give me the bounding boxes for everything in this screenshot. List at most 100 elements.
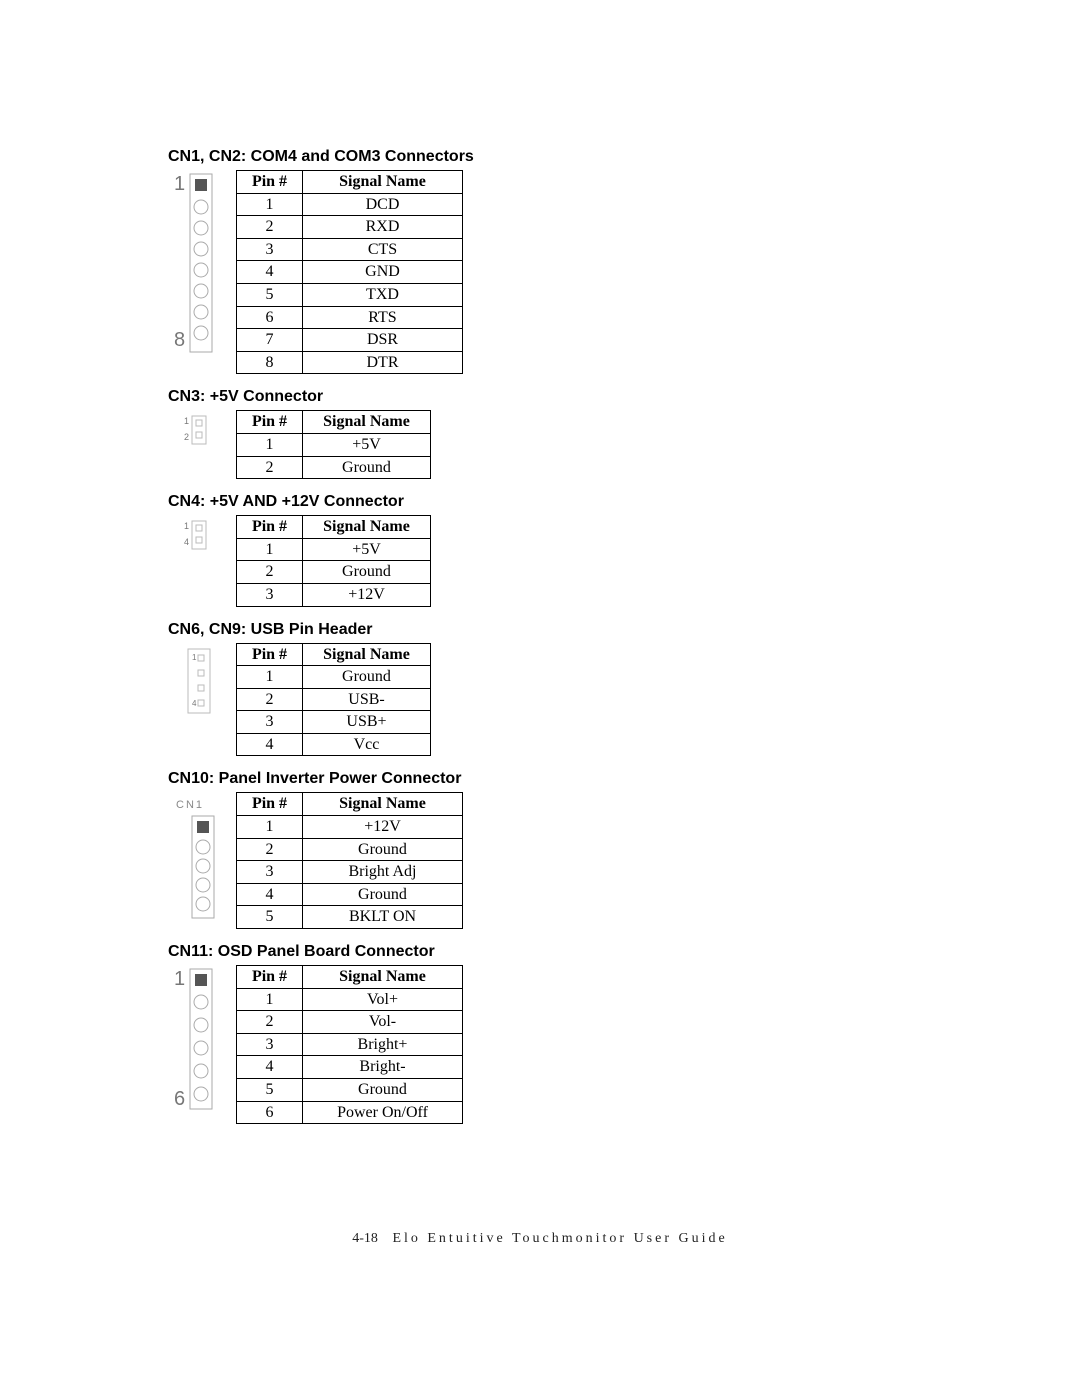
cell-signal: Bright- xyxy=(303,1056,463,1079)
cell-pin: 5 xyxy=(237,1079,303,1102)
connector-label: CN1 xyxy=(176,799,204,811)
section-title: CN11: OSD Panel Board Connector xyxy=(168,943,912,961)
table-row: 4Ground xyxy=(237,883,463,906)
table-row: 3CTS xyxy=(237,238,463,261)
col-header-signal: Signal Name xyxy=(303,793,463,816)
cell-pin: 3 xyxy=(237,238,303,261)
table-row: 2Ground xyxy=(237,456,431,479)
diagram-cn1: 1 8 xyxy=(168,170,226,356)
col-header-pin: Pin # xyxy=(237,171,303,194)
col-header-signal: Signal Name xyxy=(303,411,431,434)
cell-signal: RXD xyxy=(303,216,463,239)
section-cn10: CN10: Panel Inverter Power Connector CN1… xyxy=(168,770,912,929)
cell-signal: CTS xyxy=(303,238,463,261)
cell-pin: 5 xyxy=(237,283,303,306)
cell-signal: DSR xyxy=(303,329,463,352)
table-row: 2Ground xyxy=(237,838,463,861)
table-row: 3Bright Adj xyxy=(237,861,463,884)
table-row: 3+12V xyxy=(237,583,431,606)
col-header-signal: Signal Name xyxy=(303,966,463,989)
table-row: 4Bright- xyxy=(237,1056,463,1079)
section-cn3: CN3: +5V Connector 1 2 Pin #Signal Name1… xyxy=(168,388,912,479)
cell-signal: Ground xyxy=(303,1079,463,1102)
cell-signal: USB- xyxy=(303,688,431,711)
cell-pin: 1 xyxy=(237,433,303,456)
cell-signal: Vol+ xyxy=(303,988,463,1011)
cell-signal: RTS xyxy=(303,306,463,329)
cell-signal: DCD xyxy=(303,193,463,216)
cell-signal: Ground xyxy=(303,838,463,861)
section-cn1: CN1, CN2: COM4 and COM3 Connectors 1 8 xyxy=(168,148,912,374)
table-row: 4GND xyxy=(237,261,463,284)
diagram-cn4: 1 4 xyxy=(168,515,226,555)
cell-pin: 6 xyxy=(237,1101,303,1124)
cell-signal: USB+ xyxy=(303,711,431,734)
table-row: 1+5V xyxy=(237,538,431,561)
table-cn3: Pin #Signal Name1+5V2Ground xyxy=(236,410,431,479)
pin-label-bottom: 2 xyxy=(184,432,189,442)
cell-signal: +12V xyxy=(303,583,431,606)
cell-signal: Ground xyxy=(303,561,431,584)
section-title: CN3: +5V Connector xyxy=(168,388,912,406)
col-header-pin: Pin # xyxy=(237,793,303,816)
table-row: 4Vcc xyxy=(237,733,431,756)
cell-signal: +5V xyxy=(303,538,431,561)
table-row: 1+12V xyxy=(237,816,463,839)
table-cn4: Pin #Signal Name1+5V2Ground3+12V xyxy=(236,515,431,606)
section-cn11: CN11: OSD Panel Board Connector 1 6 Pin … xyxy=(168,943,912,1124)
page-footer: 4-18 Elo Entuitive Touchmonitor User Gui… xyxy=(0,1231,1080,1247)
table-row: 2Vol- xyxy=(237,1011,463,1034)
cell-pin: 1 xyxy=(237,816,303,839)
section-title: CN1, CN2: COM4 and COM3 Connectors xyxy=(168,148,912,166)
cell-signal: +12V xyxy=(303,816,463,839)
cell-pin: 3 xyxy=(237,583,303,606)
page-number: 4-18 xyxy=(352,1231,378,1246)
table-row: 1+5V xyxy=(237,433,431,456)
cell-signal: TXD xyxy=(303,283,463,306)
cell-pin: 1 xyxy=(237,193,303,216)
table-row: 8DTR xyxy=(237,351,463,374)
diagram-cn10: CN1 xyxy=(168,792,226,922)
cell-pin: 2 xyxy=(237,561,303,584)
section-cn4: CN4: +5V AND +12V Connector 1 4 Pin #Sig… xyxy=(168,493,912,606)
cell-pin: 2 xyxy=(237,456,303,479)
table-row: 1DCD xyxy=(237,193,463,216)
pin-label-top: 1 xyxy=(174,173,185,195)
cell-pin: 2 xyxy=(237,1011,303,1034)
table-row: 2Ground xyxy=(237,561,431,584)
section-title: CN10: Panel Inverter Power Connector xyxy=(168,770,912,788)
cell-pin: 3 xyxy=(237,711,303,734)
cell-signal: Vol- xyxy=(303,1011,463,1034)
cell-signal: +5V xyxy=(303,433,431,456)
cell-pin: 7 xyxy=(237,329,303,352)
pin-label-top: 1 xyxy=(192,653,197,662)
cell-pin: 2 xyxy=(237,688,303,711)
diagram-cn11: 1 6 xyxy=(168,965,226,1115)
table-row: 5BKLT ON xyxy=(237,906,463,929)
col-header-signal: Signal Name xyxy=(303,516,431,539)
pin-label-top: 1 xyxy=(184,521,189,531)
section-title: CN4: +5V AND +12V Connector xyxy=(168,493,912,511)
cell-signal: Power On/Off xyxy=(303,1101,463,1124)
pin-label-bottom: 6 xyxy=(174,1088,185,1110)
cell-pin: 4 xyxy=(237,1056,303,1079)
col-header-pin: Pin # xyxy=(237,643,303,666)
cell-pin: 8 xyxy=(237,351,303,374)
pin-label-bottom: 4 xyxy=(184,537,189,547)
cell-pin: 4 xyxy=(237,261,303,284)
table-row: 6RTS xyxy=(237,306,463,329)
cell-pin: 2 xyxy=(237,838,303,861)
cell-pin: 3 xyxy=(237,1033,303,1056)
cell-pin: 1 xyxy=(237,538,303,561)
pin-label-top: 1 xyxy=(184,416,189,426)
col-header-pin: Pin # xyxy=(237,411,303,434)
cell-signal: Ground xyxy=(303,666,431,689)
pin-label-bottom: 4 xyxy=(192,699,197,708)
cell-signal: Ground xyxy=(303,883,463,906)
table-row: 1Vol+ xyxy=(237,988,463,1011)
cell-pin: 2 xyxy=(237,216,303,239)
diagram-cn3: 1 2 xyxy=(168,410,226,450)
table-cn11: Pin #Signal Name1Vol+2Vol-3Bright+4Brigh… xyxy=(236,965,463,1124)
table-row: 7DSR xyxy=(237,329,463,352)
cell-signal: Bright+ xyxy=(303,1033,463,1056)
